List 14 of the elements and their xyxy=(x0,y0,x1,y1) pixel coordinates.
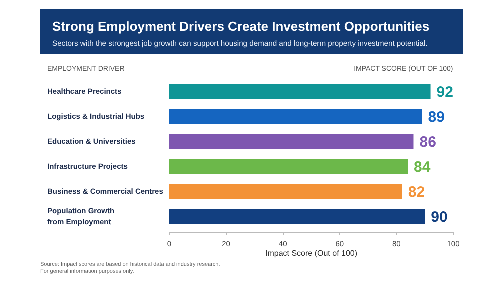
x-axis-title: Impact Score (Out of 100) xyxy=(265,249,358,258)
bar xyxy=(170,209,426,224)
bar xyxy=(170,109,422,124)
data-label: 86 xyxy=(420,134,436,151)
bar xyxy=(170,84,431,99)
data-label: 82 xyxy=(408,184,426,201)
data-label: 89 xyxy=(428,109,445,126)
data-label: 84 xyxy=(414,159,432,176)
data-label: 90 xyxy=(431,209,448,226)
bar xyxy=(170,159,408,174)
data-label: 92 xyxy=(436,84,454,101)
bar xyxy=(170,184,402,199)
bar xyxy=(170,134,414,149)
chart-title: Strong Employment Drivers Create Investment Opportunities xyxy=(52,19,430,34)
